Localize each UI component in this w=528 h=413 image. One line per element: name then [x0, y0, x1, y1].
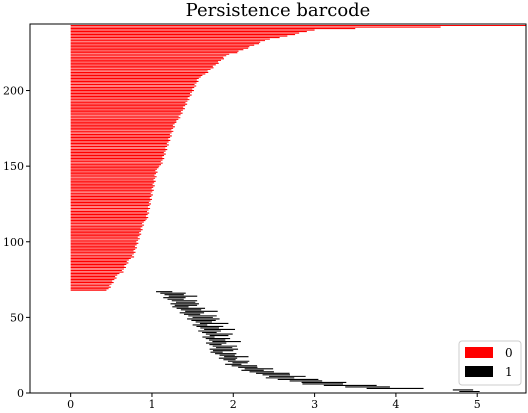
y-tick-label: 0: [17, 387, 24, 400]
x-tick-label: 2: [230, 398, 237, 411]
legend-label: 1: [505, 365, 513, 379]
y-tick-label: 100: [3, 236, 24, 249]
legend: 01: [458, 340, 522, 386]
legend-label: 0: [505, 346, 513, 360]
x-tick-label: 5: [474, 398, 481, 411]
bars-layer: [70, 24, 526, 394]
legend-swatch: [465, 366, 493, 377]
y-tick-label: 200: [3, 85, 24, 98]
legend-swatch: [465, 347, 493, 358]
x-tick-label: 3: [311, 398, 318, 411]
x-tick-label: 4: [392, 398, 399, 411]
y-tick-label: 150: [3, 160, 24, 173]
x-tick-label: 1: [148, 398, 155, 411]
chart-title: Persistence barcode: [186, 0, 371, 21]
plot-frame: [29, 23, 527, 394]
x-tick-label: 0: [67, 398, 74, 411]
y-tick-label: 50: [10, 311, 24, 324]
